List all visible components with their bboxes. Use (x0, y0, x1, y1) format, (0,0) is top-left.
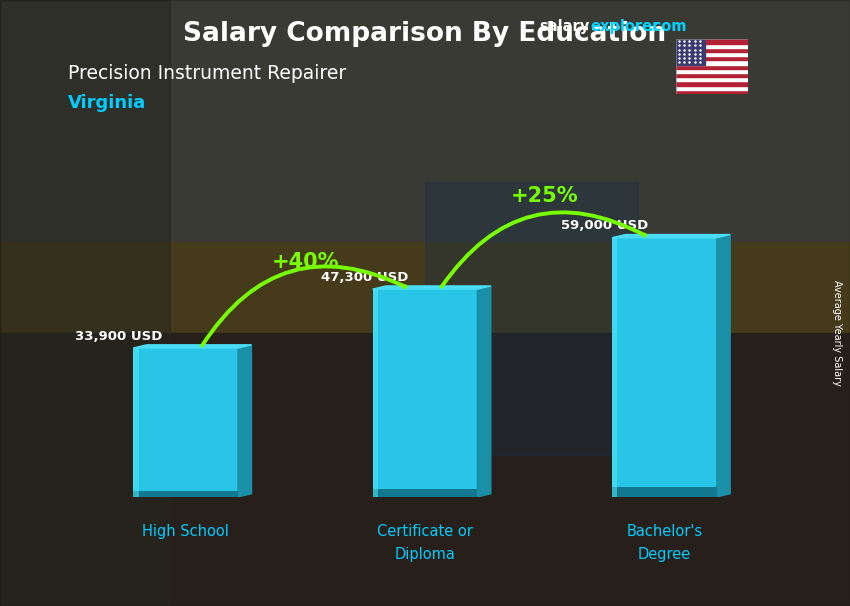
Polygon shape (478, 286, 490, 497)
Polygon shape (238, 345, 252, 497)
Text: Salary Comparison By Education: Salary Comparison By Education (184, 21, 666, 47)
Bar (676, 39, 748, 44)
Text: .com: .com (648, 19, 687, 35)
Bar (372, 488, 478, 497)
Bar (612, 487, 717, 497)
Bar (676, 44, 748, 48)
Text: 47,300 USD: 47,300 USD (321, 271, 409, 284)
Bar (133, 348, 139, 497)
Bar (0, 0, 850, 273)
Polygon shape (133, 345, 252, 348)
Text: Diploma: Diploma (394, 547, 456, 562)
Text: +25%: +25% (511, 185, 579, 205)
Bar (676, 90, 748, 94)
Polygon shape (372, 286, 490, 289)
Text: Virginia: Virginia (68, 94, 146, 112)
Text: explorer: explorer (590, 19, 660, 35)
Bar (612, 238, 717, 497)
Text: High School: High School (142, 524, 230, 539)
Bar (372, 289, 478, 497)
FancyArrowPatch shape (441, 212, 645, 287)
Bar (372, 289, 378, 497)
Text: 33,900 USD: 33,900 USD (75, 330, 162, 343)
Bar (676, 73, 748, 77)
Bar (133, 348, 238, 497)
Text: Certificate or: Certificate or (377, 524, 473, 539)
Bar (612, 238, 617, 497)
Bar (676, 52, 748, 56)
FancyArrowPatch shape (202, 267, 405, 345)
Bar (0, 242, 850, 333)
Text: salary: salary (540, 19, 590, 35)
Bar (676, 85, 748, 90)
Text: Precision Instrument Repairer: Precision Instrument Repairer (68, 64, 346, 82)
Text: Average Yearly Salary: Average Yearly Salary (832, 281, 842, 386)
Bar (676, 68, 748, 73)
Text: +40%: +40% (271, 251, 339, 271)
Text: Bachelor's: Bachelor's (626, 524, 702, 539)
Bar (425, 182, 638, 454)
Bar (676, 39, 705, 65)
Polygon shape (717, 235, 730, 497)
Text: Degree: Degree (638, 547, 691, 562)
Text: 59,000 USD: 59,000 USD (561, 219, 649, 233)
Bar (0, 333, 850, 606)
Bar (676, 56, 748, 61)
Bar (676, 77, 748, 81)
Bar (0, 0, 170, 606)
Bar (676, 81, 748, 85)
Polygon shape (612, 235, 730, 238)
Bar (676, 48, 748, 52)
Bar (676, 61, 748, 65)
Bar (133, 491, 238, 497)
Bar (676, 65, 748, 68)
